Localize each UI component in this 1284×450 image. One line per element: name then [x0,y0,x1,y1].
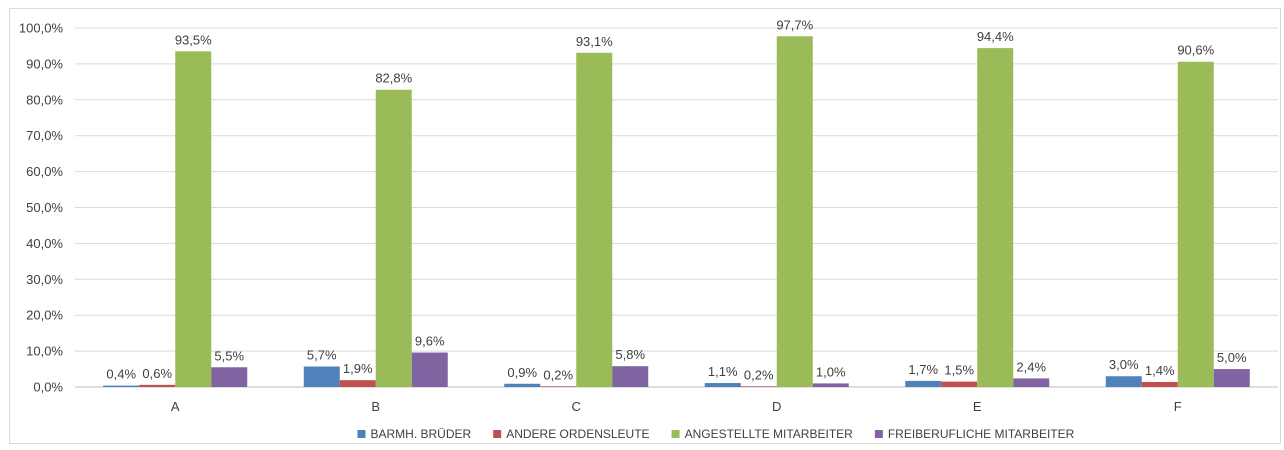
data-label: 93,5% [175,32,212,47]
legend-label: FREIBERUFLICHE MITARBEITER [888,427,1075,441]
y-tick-label: 80,0% [26,92,63,107]
data-label: 1,0% [816,364,846,379]
data-label: 1,7% [908,362,938,377]
data-label: 5,0% [1217,350,1247,365]
y-tick-label: 20,0% [26,308,63,323]
legend-swatch [357,430,366,438]
data-label: 2,4% [1016,359,1046,374]
data-label: 90,6% [1177,43,1214,58]
legend-swatch [493,430,502,438]
bar [812,383,849,387]
bar [612,366,649,387]
bar [1013,378,1050,387]
bar [1141,381,1178,387]
data-label: 82,8% [375,71,412,86]
data-label: 0,2% [744,367,774,382]
x-tick-label: A [171,399,180,414]
data-label: 9,6% [415,334,445,349]
x-tick-label: B [371,399,380,414]
x-tick-label: D [772,399,781,414]
data-label: 0,6% [142,366,172,381]
legend-label: ANGESTELLTE MITARBEITER [685,427,854,441]
y-tick-label: 70,0% [26,128,63,143]
data-label: 5,7% [307,348,337,363]
bar [103,385,140,387]
bar [941,381,978,387]
bar [175,51,212,388]
data-label: 93,1% [576,34,613,49]
data-label: 97,7% [776,17,813,32]
data-label: 1,5% [944,363,974,378]
bar [576,52,613,388]
bar [139,384,176,387]
x-tick-label: F [1174,399,1182,414]
data-label: 5,8% [615,347,645,362]
bar [540,386,577,387]
bar [411,352,448,387]
y-tick-label: 30,0% [26,272,63,287]
bar [303,366,340,387]
data-label: 0,4% [106,367,136,382]
y-tick-label: 40,0% [26,236,63,251]
legend-label: BARMH. BRÜDER [371,427,472,441]
data-label: 1,4% [1145,363,1175,378]
bar [704,383,741,387]
y-tick-label: 10,0% [26,344,63,359]
bar [776,36,813,388]
bar [905,380,942,387]
data-label: 0,2% [543,367,573,382]
x-tick-label: C [572,399,581,414]
y-tick-label: 50,0% [26,200,63,215]
bar [740,386,777,387]
bar [504,383,541,387]
bar [211,367,248,387]
data-label: 0,9% [507,365,537,380]
data-label: 3,0% [1109,357,1139,372]
bar [375,89,412,388]
data-label: 1,9% [343,361,373,376]
bar [1177,61,1214,387]
bar [339,380,376,387]
bar [1213,369,1250,387]
data-label: 94,4% [977,29,1014,44]
bar [1105,376,1142,387]
x-tick-label: E [973,399,982,414]
y-tick-label: 100,0% [19,21,64,36]
bar [977,48,1014,387]
data-label: 1,1% [708,364,738,379]
y-tick-label: 60,0% [26,164,63,179]
legend-swatch [671,430,680,438]
y-tick-label: 0,0% [33,380,63,395]
y-tick-label: 90,0% [26,56,63,71]
legend-label: ANDERE ORDENSLEUTE [506,427,649,441]
data-label: 5,5% [214,348,244,363]
legend-swatch [874,430,883,438]
